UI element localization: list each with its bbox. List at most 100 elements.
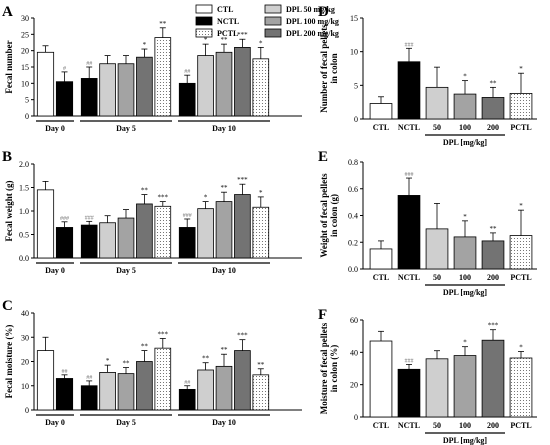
bar-rect: [425, 86, 449, 120]
bar-nctl: ##: [80, 61, 98, 117]
bar-rect: [154, 205, 172, 259]
y-tick-label: 10: [350, 48, 358, 57]
bar-ctl: [36, 336, 55, 411]
bar-pctl: *: [252, 189, 270, 259]
bar-rect: [252, 206, 270, 259]
bar-dpl-50-mg-kg: [425, 350, 449, 418]
legend-label-ctl: CTL: [217, 5, 233, 14]
panel-letter-e: E: [318, 149, 328, 165]
significance-label: **: [490, 79, 498, 87]
y-axis-label-line: Number of fecal pellets: [319, 24, 329, 113]
y-axis-label: Fecal weight (g): [4, 181, 14, 242]
y-axis-label: Fecal number: [4, 40, 14, 93]
bar-ctl: [369, 96, 393, 120]
significance-label: ***: [488, 322, 499, 330]
y-axis-label: Number of fecal pellets in colon: [319, 24, 339, 113]
significance-label: **: [221, 36, 229, 44]
significance-label: ##: [62, 369, 68, 375]
group-label-day-0: Day 0: [45, 124, 65, 133]
legend-swatch-nctl: [195, 16, 213, 26]
x-category-label: 200: [487, 273, 499, 282]
bar-dpl-100-mg-kg: *: [453, 73, 477, 120]
y-tick-label: 10: [21, 79, 29, 88]
bar-rect: [36, 189, 55, 259]
bar-nctl: ##: [178, 380, 196, 411]
bar-rect: [55, 81, 74, 117]
bar-rect: [234, 194, 251, 259]
significance-label: *: [259, 39, 263, 47]
x-category-label: PCTL: [510, 123, 531, 132]
x-category-label: NCTL: [398, 273, 420, 282]
y-tick-label: 5: [354, 81, 358, 90]
significance-label: ##: [86, 375, 92, 381]
bar-dpl-50-mg-kg: [99, 55, 116, 117]
bar-dpl-200-mg-kg: ***: [234, 332, 251, 411]
bar-nctl: ##: [80, 375, 98, 411]
legend-item-ctl: CTL: [195, 4, 233, 14]
significance-label: **: [221, 346, 229, 354]
x-category-label: NCTL: [398, 123, 420, 132]
bar-nctl: ##: [55, 369, 74, 411]
y-tick-label: 15: [350, 14, 358, 23]
y-tick-label: 30: [21, 333, 29, 342]
bar-rect: [55, 378, 74, 411]
significance-label: ###: [405, 358, 414, 364]
bar-rect: [136, 203, 153, 259]
group-label-day-10: Day 10: [212, 418, 236, 427]
bar-dpl-100-mg-kg: [117, 55, 135, 117]
y-axis-label-line: Fecal number: [4, 40, 14, 93]
x-category-label: 50: [433, 123, 441, 132]
bar-dpl-50-mg-kg: [425, 203, 449, 270]
significance-label: #: [63, 66, 66, 72]
bar-ctl: [36, 45, 55, 117]
panel-letter-a: A: [2, 4, 13, 20]
legend: CTL NCTL PCTL DPL 50 mg/kg DPL 100 mg/kg DPL …: [195, 4, 339, 38]
legend-swatch-dpl-200-mg-kg: [264, 28, 282, 38]
y-axis-label-line: in colon (%): [329, 345, 339, 393]
group-label-day-5: Day 5: [116, 266, 136, 275]
bar-nctl: #: [55, 66, 74, 117]
legend-item-dpl-100-mg-kg: DPL 100 mg/kg: [264, 16, 339, 26]
significance-label: *: [204, 194, 208, 202]
bar-nctl: ###: [397, 358, 421, 418]
legend-label-dpl-50-mg-kg: DPL 50 mg/kg: [286, 5, 335, 14]
panel-letter-f: F: [318, 307, 327, 323]
significance-label: ***: [158, 194, 169, 202]
significance-label: ##: [184, 380, 190, 386]
bar-rect: [453, 236, 477, 270]
legend-label-pctl: PCTL: [217, 29, 238, 38]
legend-swatch-pctl: [195, 28, 213, 38]
bar-nctl: ###: [397, 172, 421, 270]
bar-rect: [80, 224, 98, 259]
bar-dpl-200-mg-kg: ***: [234, 176, 251, 259]
legend-swatch-dpl-100-mg-kg: [264, 16, 282, 26]
bar-dpl-200-mg-kg: **: [136, 187, 153, 259]
legend-swatch-dpl-50-mg-kg: [264, 4, 282, 14]
bar-dpl-200-mg-kg: **: [136, 343, 153, 411]
legend-item-dpl-200-mg-kg: DPL 200 mg/kg: [264, 28, 339, 38]
bar-rect: [509, 235, 533, 270]
y-tick-label: 20: [21, 47, 29, 56]
bar-rect: [453, 355, 477, 418]
y-axis-label-line: Weight of fecal pellets: [319, 173, 329, 258]
significance-label: *: [463, 73, 467, 81]
bar-rect: [215, 365, 233, 411]
bar-rect: [481, 339, 505, 418]
significance-label: ***: [158, 330, 169, 338]
bar-rect: [80, 385, 98, 411]
significance-label: ###: [183, 213, 192, 219]
bar-pctl: **: [252, 361, 270, 411]
panel-letter-d: D: [318, 4, 329, 20]
bar-dpl-50-mg-kg: *: [197, 194, 214, 259]
y-axis-label-line: Fecal moisture (%): [4, 325, 14, 399]
y-tick-label: 0.6: [348, 185, 358, 194]
y-tick-label: 0.0: [348, 265, 358, 274]
y-tick-label: 0: [25, 112, 29, 121]
bar-rect: [80, 78, 98, 117]
y-tick-label: 30: [21, 14, 29, 23]
y-tick-label: 25: [21, 30, 29, 39]
bar-dpl-50-mg-kg: [425, 66, 449, 120]
